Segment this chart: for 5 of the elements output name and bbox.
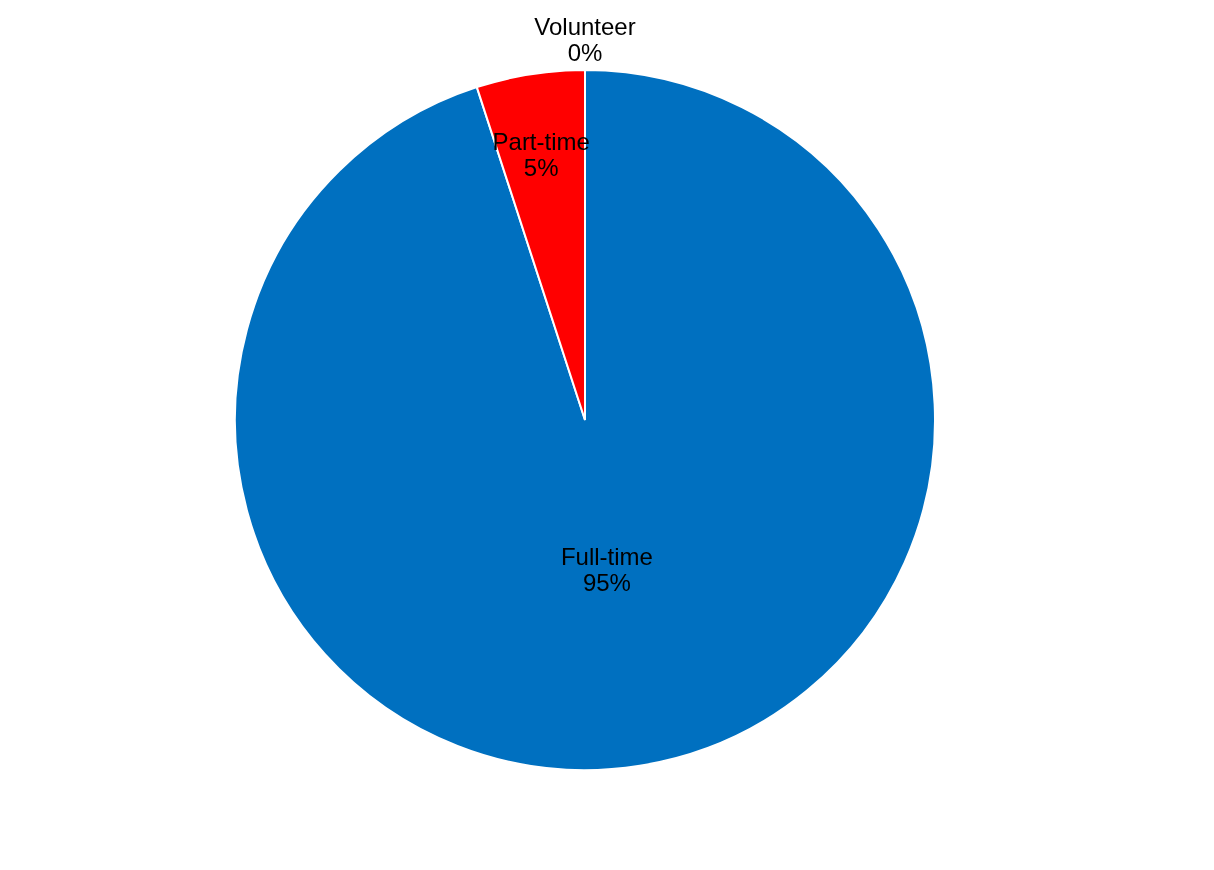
data-label: 5% bbox=[523, 154, 559, 182]
category-label: Volunteer bbox=[534, 13, 636, 40]
data-label: 95% bbox=[582, 569, 631, 597]
slice-label: Full-time bbox=[560, 543, 653, 571]
text: 0% bbox=[567, 39, 603, 66]
